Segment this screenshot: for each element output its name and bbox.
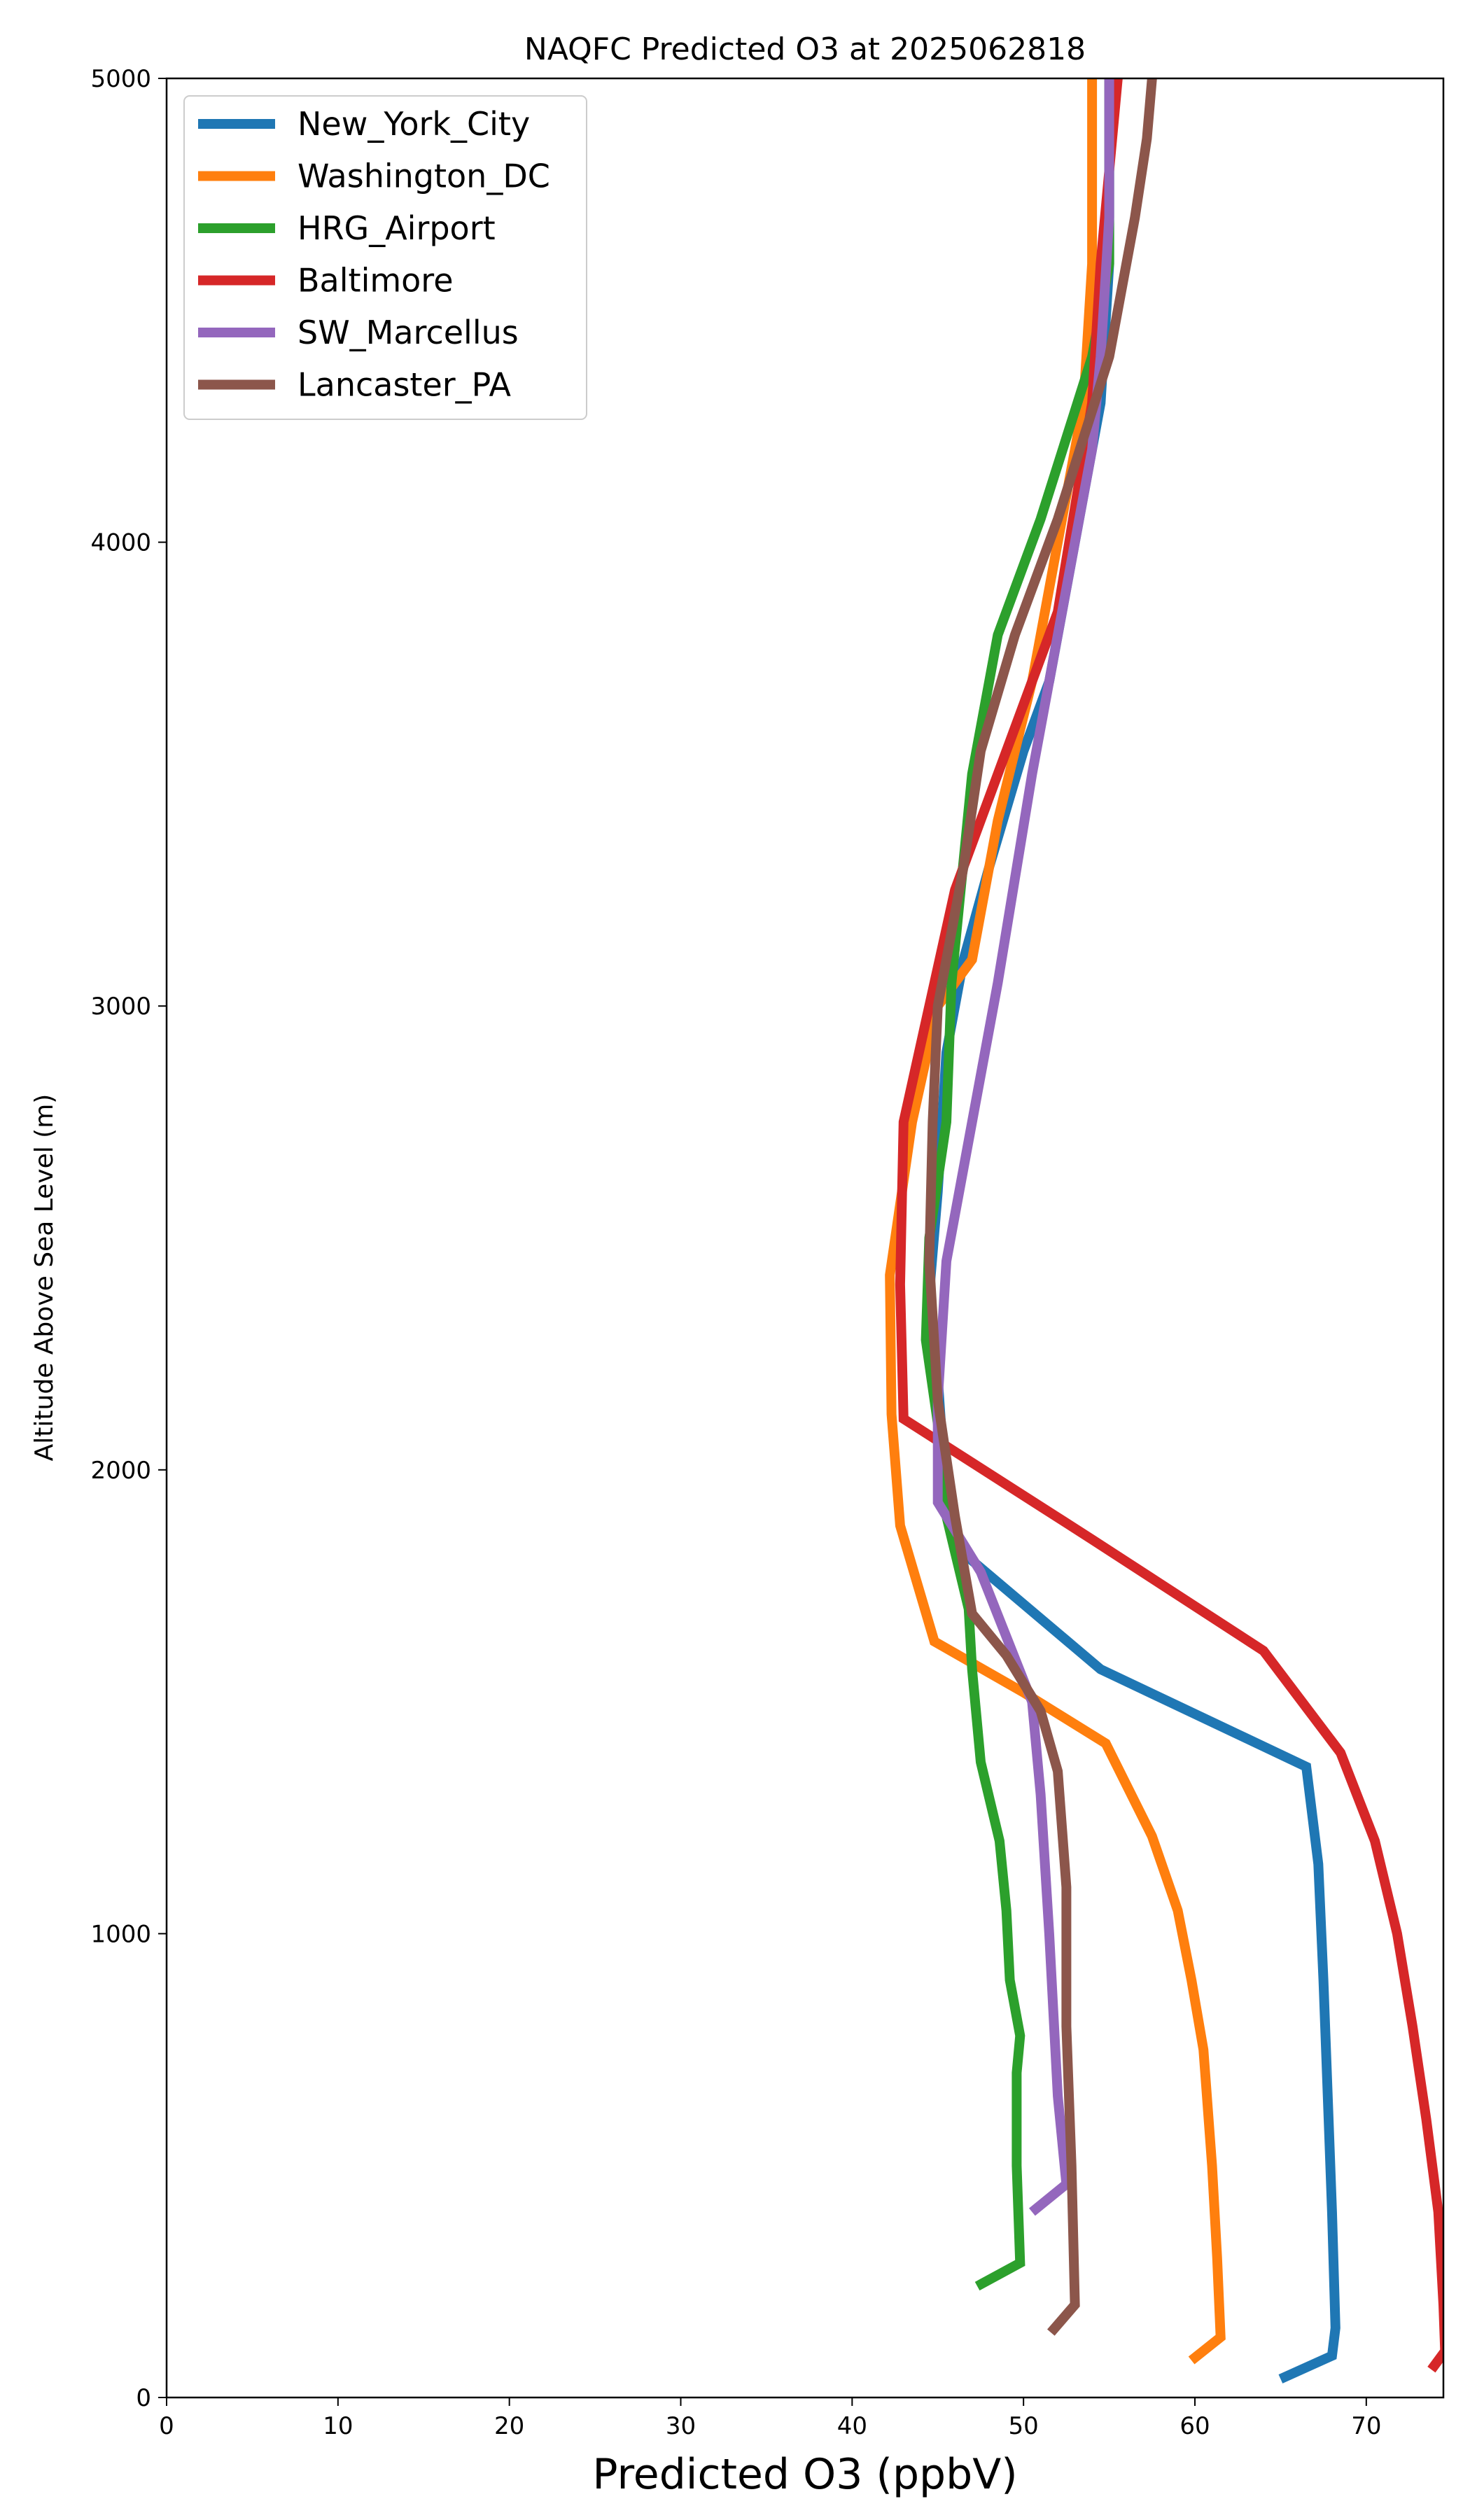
x-axis-label: Predicted O3 (ppbV): [592, 2450, 1017, 2499]
series-line-lancaster-pa: [924, 78, 1157, 2336]
x-tick-label: 10: [323, 2412, 353, 2440]
x-tick-label: 70: [1351, 2412, 1381, 2440]
legend: New_York_City Washington_DC HRG_Airport Bal…: [183, 95, 587, 420]
legend-entry-label: HRG_Airport: [298, 209, 496, 247]
x-tick-label: 60: [1180, 2412, 1210, 2440]
legend-box: [183, 95, 587, 420]
x-tick-label: 30: [666, 2412, 696, 2440]
x-tick-label: 0: [159, 2412, 174, 2440]
y-tick-label: 3000: [90, 993, 151, 1021]
x-tick-label: 50: [1009, 2412, 1039, 2440]
y-tick-label: 4000: [90, 529, 151, 557]
y-tick-label: 5000: [90, 65, 151, 93]
plot-frame: [165, 77, 1445, 2399]
legend-entry-label: Washington_DC: [298, 158, 550, 195]
legend-entry-label: New_York_City: [298, 105, 530, 143]
series-layer: [885, 78, 1443, 2384]
x-tick-label: 20: [494, 2412, 524, 2440]
series-line-sw-marcellus: [932, 78, 1114, 2216]
y-tick-label: 2000: [90, 1457, 151, 1485]
series-line-washington-dc: [885, 78, 1226, 2365]
legend-entry-label: Lancaster_PA: [298, 366, 511, 404]
x-tick-label: 40: [837, 2412, 867, 2440]
ticks-layer: 0 10 20 30 40 50 60 70 0 1000 2000 3000 4000 5000: [90, 65, 1381, 2440]
chart-title: NAQFC Predicted O3 at 2025062818: [524, 31, 1086, 67]
y-tick-label: 1000: [90, 1920, 151, 1948]
y-tick-label: 0: [136, 2384, 151, 2412]
legend-entry-label: SW_Marcellus: [298, 314, 519, 351]
legend-entry-label: Baltimore: [298, 262, 454, 300]
series-line-baltimore: [895, 78, 1443, 2373]
y-axis-label: Altitude Above Sea Level (m): [30, 1094, 59, 1462]
